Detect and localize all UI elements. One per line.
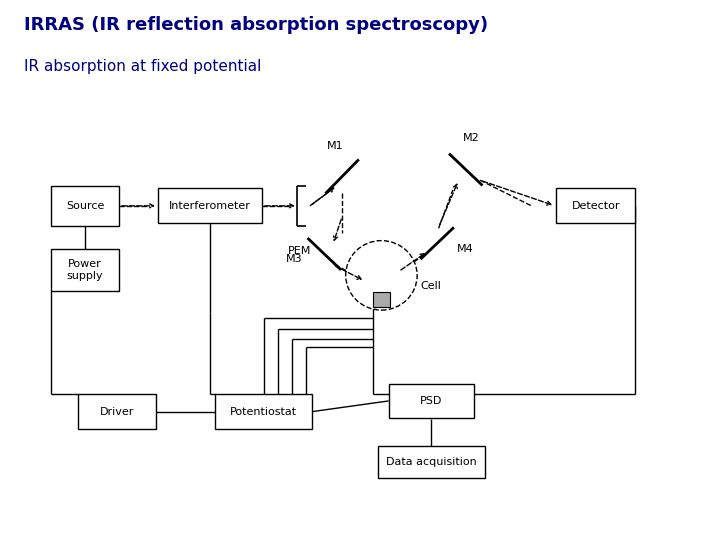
Text: Detector: Detector — [572, 201, 620, 211]
Bar — [389, 383, 474, 418]
Text: PSD: PSD — [420, 396, 443, 406]
Text: Cell: Cell — [420, 281, 441, 291]
Text: M2: M2 — [463, 133, 480, 143]
Bar — [557, 188, 635, 223]
Text: PEM: PEM — [287, 246, 311, 256]
Bar — [378, 447, 485, 478]
Text: IRRAS (IR reflection absorption spectroscopy): IRRAS (IR reflection absorption spectros… — [24, 16, 488, 34]
Bar — [51, 248, 119, 292]
Bar — [78, 394, 156, 429]
Text: Potentiostat: Potentiostat — [230, 407, 297, 417]
Bar — [51, 186, 119, 226]
Text: M4: M4 — [457, 244, 474, 254]
Text: M3: M3 — [287, 254, 303, 264]
Text: Data acquisition: Data acquisition — [386, 457, 477, 468]
Text: Power
supply: Power supply — [67, 259, 103, 281]
Ellipse shape — [346, 241, 417, 310]
Text: IR absorption at fixed potential: IR absorption at fixed potential — [24, 59, 261, 74]
Bar — [158, 188, 262, 223]
Text: M1: M1 — [327, 141, 343, 151]
Bar — [373, 293, 390, 307]
Text: Interferometer: Interferometer — [169, 201, 251, 211]
Text: Source: Source — [66, 201, 104, 211]
Bar — [215, 394, 312, 429]
Text: Driver: Driver — [100, 407, 134, 417]
